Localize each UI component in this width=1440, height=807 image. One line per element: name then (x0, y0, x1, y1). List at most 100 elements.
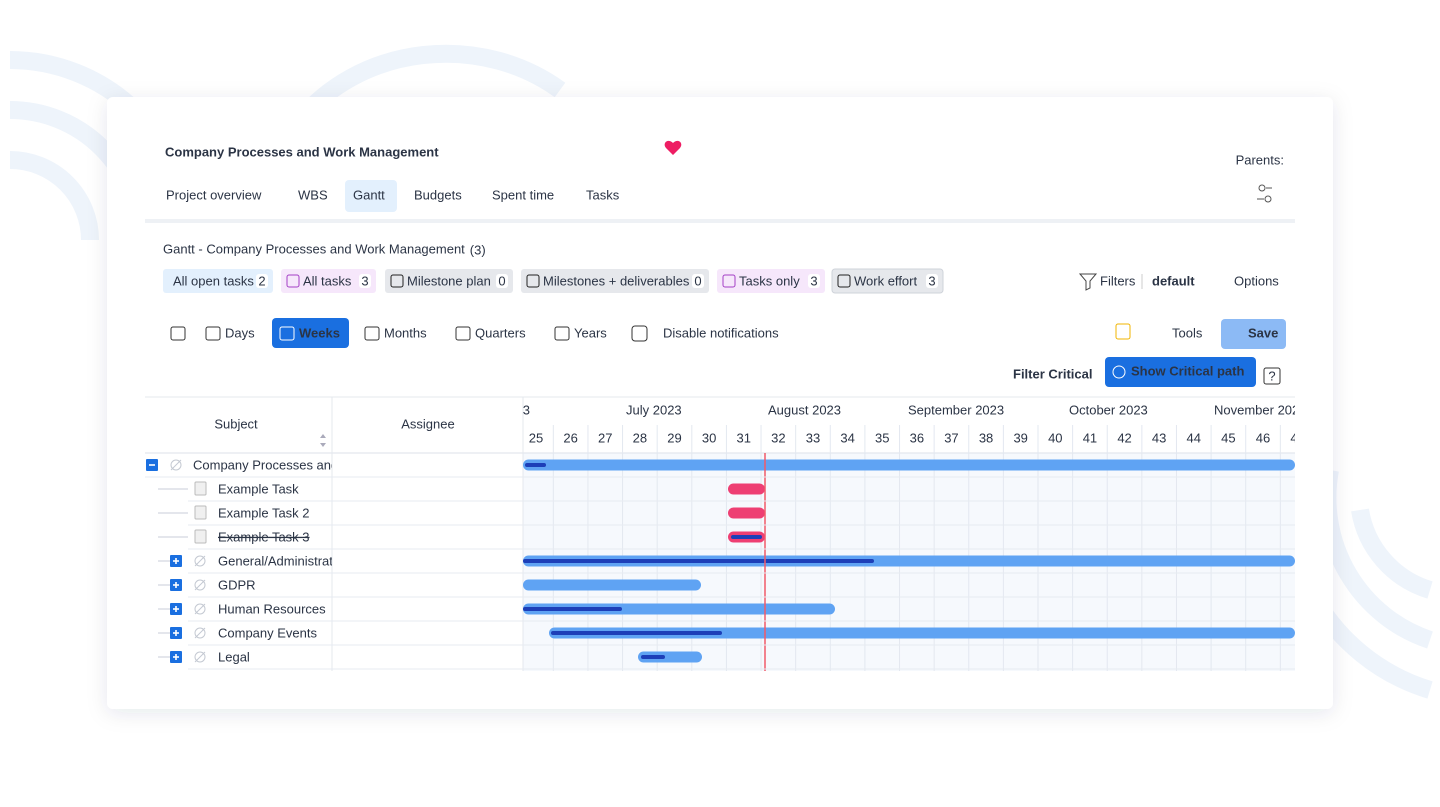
settings-icon[interactable] (1257, 184, 1272, 203)
tab-active-bg (345, 180, 397, 212)
no-status-icon (170, 459, 182, 471)
subject-link[interactable]: Legal (218, 649, 250, 664)
chip-label: Milestones + deliverables (543, 273, 690, 288)
gantt-bar[interactable] (728, 483, 765, 495)
query-chip[interactable] (163, 269, 273, 293)
calendar-icon[interactable] (170, 326, 186, 341)
week-label: 45 (1221, 430, 1235, 445)
gantt-chart: 25 26 27 28 29 30 31 32 33 34 35 36 37 38 39 40 41 42 43 44… (469, 402, 1307, 671)
tab[interactable]: Budgets (414, 187, 462, 202)
zoom-option[interactable]: Months (384, 325, 427, 340)
query-chip[interactable] (521, 269, 709, 293)
favorite-icon[interactable] (664, 140, 682, 155)
subject-link[interactable]: Company Processes and Work Management (193, 457, 452, 472)
chip-label: Tasks only (739, 273, 800, 288)
gantt-bar[interactable] (523, 579, 701, 591)
subject-link[interactable]: Example Task 2 (218, 505, 310, 520)
no-status-slash (194, 603, 206, 615)
gantt-bar[interactable] (523, 607, 622, 611)
chip-count: 0 (694, 273, 701, 288)
chip-icon (722, 274, 736, 288)
tab[interactable]: WBS (298, 187, 328, 202)
zoom-icon (455, 326, 471, 341)
month-label: October 2023 (1069, 402, 1148, 417)
gantt-bar[interactable] (549, 627, 1295, 639)
zoom-option[interactable]: Weeks (299, 325, 340, 340)
sort-icon[interactable] (320, 434, 326, 447)
tab[interactable]: Project overview (166, 187, 262, 202)
month-label: November 2023 (1214, 402, 1307, 417)
no-status-icon (194, 651, 206, 663)
subject-link[interactable]: Company Events (218, 625, 317, 640)
chip-icon (526, 274, 540, 288)
chip-count-bg (926, 274, 938, 288)
month-label: June 2023 (469, 402, 530, 417)
save-button[interactable]: Save (1248, 325, 1278, 340)
gantt-title: Gantt - Company Processes and Work Manag… (163, 241, 465, 256)
no-status-icon (194, 579, 206, 591)
zoom-option[interactable]: Years (574, 325, 607, 340)
zoom-icon (205, 326, 221, 341)
tools-button[interactable]: Tools (1172, 325, 1203, 340)
chip-count-bg (692, 274, 704, 288)
critical-path-button[interactable]: Show Critical path (1131, 363, 1244, 378)
parents-label: Parents: (1236, 152, 1284, 167)
gantt-bar[interactable] (728, 507, 765, 519)
critical-path-bg[interactable] (1105, 357, 1256, 387)
gantt-bar[interactable] (638, 651, 702, 663)
gantt-bar[interactable] (523, 559, 874, 563)
filters-link[interactable]: Filters (1100, 273, 1136, 288)
query-chip[interactable] (831, 268, 944, 294)
subject-link[interactable]: Example Task (218, 481, 299, 496)
month-label: August 2023 (768, 402, 841, 417)
info-icon[interactable] (1115, 323, 1131, 340)
query-chip[interactable] (281, 269, 376, 293)
gantt-bar[interactable] (641, 655, 665, 659)
chip-icon (286, 274, 300, 288)
tab[interactable]: Tasks (586, 187, 620, 202)
help-button[interactable]: ? (1268, 368, 1275, 383)
query-chip[interactable] (385, 269, 513, 293)
week-label: 43 (1152, 430, 1166, 445)
options-link[interactable]: Options (1234, 273, 1279, 288)
week-label: 28 (633, 430, 647, 445)
subject-link[interactable]: General/Administration (218, 553, 350, 568)
gantt-bar[interactable] (523, 555, 1295, 567)
filters-default[interactable]: default (1152, 273, 1195, 288)
query-chip[interactable] (717, 269, 825, 293)
chip-count: 3 (928, 273, 935, 288)
page-title: Company Processes and Work Management (165, 144, 439, 159)
gantt-bar[interactable] (523, 459, 1295, 471)
chip-count: 3 (361, 273, 368, 288)
no-status-slash (194, 627, 206, 639)
help-box[interactable] (1263, 367, 1281, 385)
header-divider (145, 219, 1295, 223)
column-header: Assignee (401, 416, 454, 431)
zoom-option[interactable]: Quarters (475, 325, 526, 340)
chip-icon (837, 274, 851, 288)
save-button-bg[interactable] (1221, 319, 1286, 349)
zoom-option[interactable]: Days (225, 325, 255, 340)
tab[interactable]: Spent time (492, 187, 554, 202)
subject-link[interactable]: Example Task 3 (218, 529, 310, 544)
subject-link[interactable]: Human Resources (218, 601, 326, 616)
gantt-bar[interactable] (525, 463, 546, 467)
no-status-icon (194, 555, 206, 567)
week-label: 27 (598, 430, 612, 445)
gantt-bar[interactable] (523, 603, 835, 615)
week-label: 38 (979, 430, 993, 445)
filter-icon[interactable] (1078, 273, 1098, 291)
gantt-bar[interactable] (731, 535, 762, 539)
tab[interactable]: Gantt (353, 187, 385, 202)
week-label: 35 (875, 430, 889, 445)
week-label: 42 (1117, 430, 1131, 445)
checkbox-label[interactable]: Disable notifications (663, 325, 779, 340)
checkbox[interactable] (631, 325, 648, 342)
gantt-bar[interactable] (551, 631, 722, 635)
week-label: 31 (736, 430, 750, 445)
chip-count: 3 (810, 273, 817, 288)
subject-link[interactable]: GDPR (218, 577, 256, 592)
week-label: 44 (1187, 430, 1201, 445)
filter-critical-label: Filter Critical (1013, 366, 1092, 381)
